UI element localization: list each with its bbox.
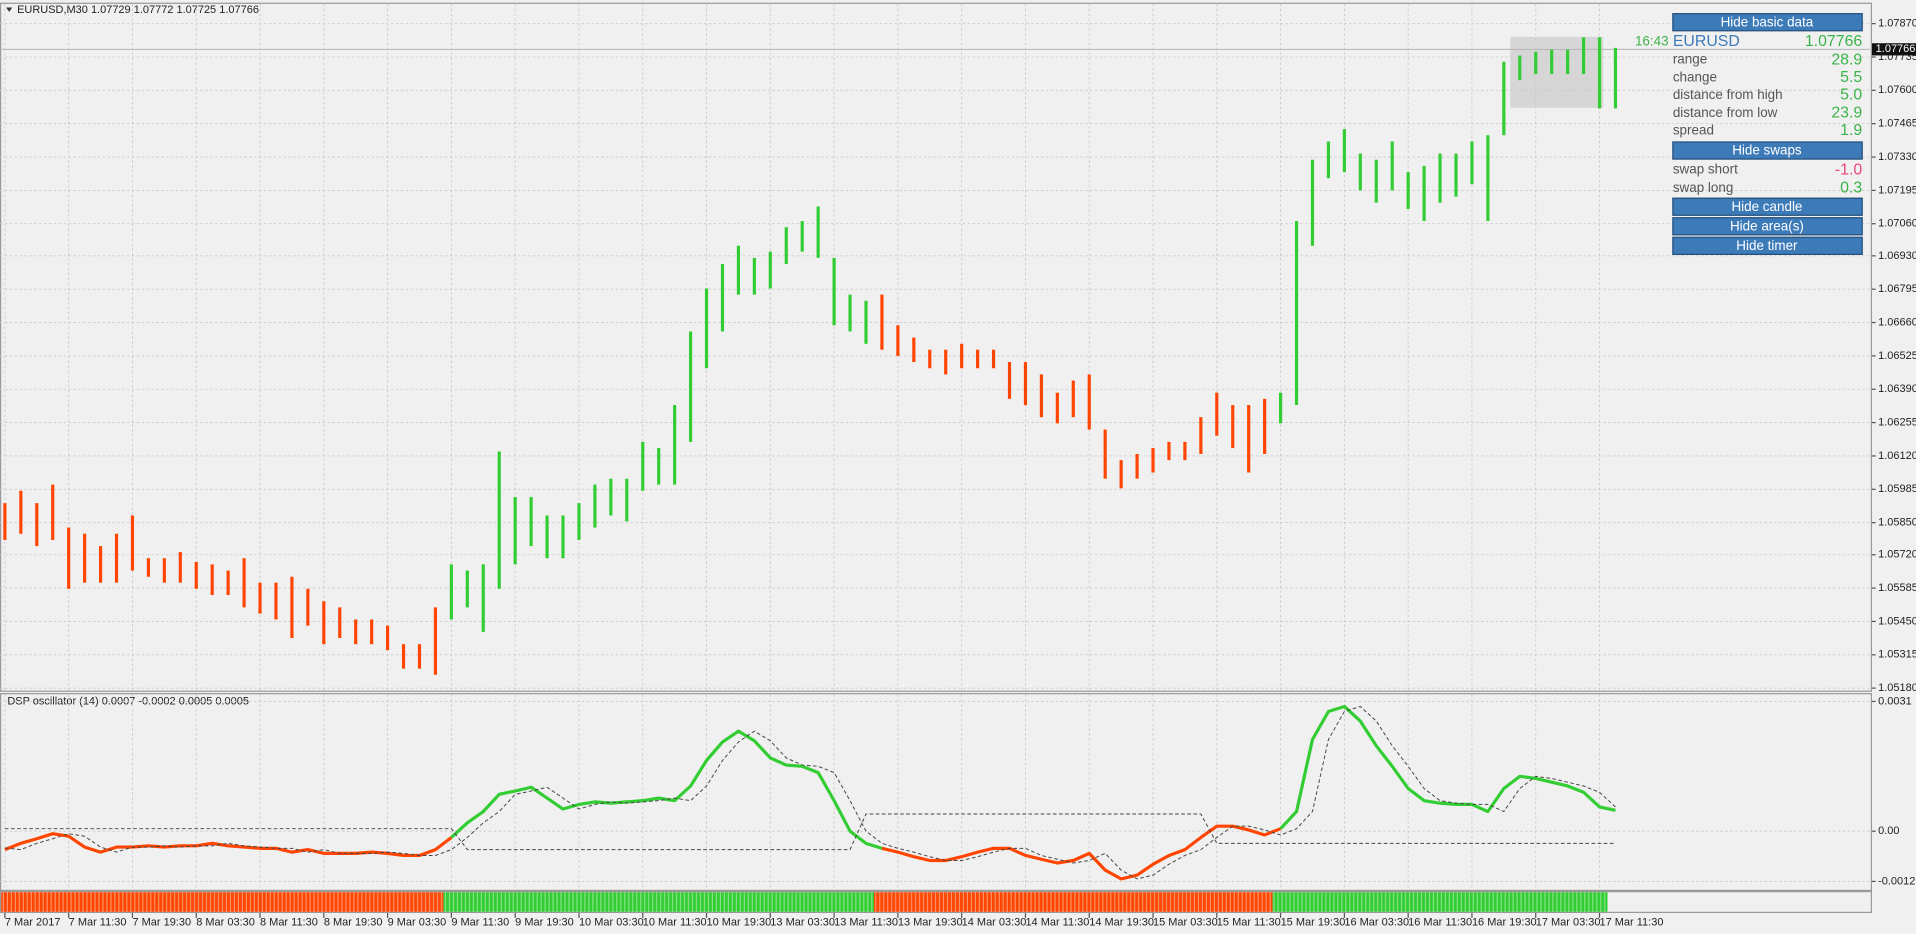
hide-basic-data-button[interactable]: Hide basic data	[1672, 13, 1863, 32]
y-tick-label: 1.05180	[1878, 682, 1916, 694]
y-tick-label: 1.06390	[1878, 383, 1916, 395]
hide-candle-button[interactable]: Hide candle	[1672, 197, 1863, 216]
row-value: 5.5	[1840, 69, 1862, 86]
oscillator-line	[450, 729, 883, 850]
y-tick-label: 0.00	[1878, 825, 1899, 837]
price-header: EURUSD,M30 1.07729 1.07772 1.07725 1.077…	[17, 4, 259, 16]
x-tick-label: 16 Mar 03:30	[1344, 917, 1409, 929]
x-tick-label: 17 Mar 03:30	[1536, 917, 1601, 929]
row-value: 23.9	[1831, 104, 1862, 121]
strip-frame	[0, 891, 1873, 914]
last-price-label: 1.07766	[1876, 43, 1916, 55]
row-label: distance from high	[1673, 87, 1783, 102]
signal-line	[4, 813, 1616, 851]
x-tick-label: 14 Mar 03:30	[962, 917, 1027, 929]
y-tick-label: 1.05985	[1878, 483, 1916, 495]
x-tick-label: 9 Mar 03:30	[388, 917, 447, 929]
x-tick-label: 10 Mar 19:30	[707, 917, 772, 929]
x-tick-label: 16 Mar 11:30	[1408, 917, 1472, 929]
row-value: 5.0	[1840, 87, 1862, 104]
row-label: distance from low	[1673, 105, 1778, 120]
oscillator-line	[881, 824, 1282, 881]
y-tick-label: 1.07330	[1878, 151, 1916, 163]
button-label[interactable]: Hide basic data	[1721, 14, 1814, 29]
y-tick-label: 1.06525	[1878, 350, 1916, 362]
price-panel-frame	[0, 2, 1873, 692]
y-tick-label: 1.07465	[1878, 118, 1916, 130]
swap-value: -1.0	[1835, 161, 1863, 178]
hide-timer-button[interactable]: Hide timer	[1672, 236, 1863, 255]
y-tick-label: 1.06255	[1878, 416, 1916, 428]
row-label: change	[1673, 69, 1717, 84]
x-tick-label: 14 Mar 19:30	[1089, 917, 1154, 929]
bar-timer: 16:43	[1635, 33, 1669, 48]
y-tick-label: 1.05850	[1878, 517, 1916, 529]
y-tick-label: 1.05720	[1878, 549, 1916, 561]
x-tick-label: 7 Mar 2017	[5, 917, 61, 929]
symbol-price: 1.07766	[1805, 33, 1863, 50]
swap-label: swap long	[1673, 180, 1734, 195]
x-tick-label: 7 Mar 19:30	[132, 917, 191, 929]
collapse-arrow[interactable]	[6, 7, 13, 12]
info-panel: Hide basic data EURUSD 1.07766 range 28.…	[1672, 13, 1863, 255]
y-tick-label: 1.05315	[1878, 649, 1916, 661]
signal-line	[4, 705, 1616, 880]
session-area	[1510, 36, 1604, 108]
x-tick-label: 9 Mar 11:30	[451, 917, 509, 929]
button-label[interactable]: Hide candle	[1731, 199, 1802, 214]
x-tick-label: 7 Mar 11:30	[69, 917, 127, 929]
x-tick-label: 15 Mar 03:30	[1153, 917, 1218, 929]
x-tick-label: 17 Mar 11:30	[1600, 917, 1664, 929]
x-tick-label: 13 Mar 11:30	[834, 917, 898, 929]
x-tick-label: 16 Mar 19:30	[1472, 917, 1537, 929]
y-tick-label: 1.05585	[1878, 582, 1916, 594]
row-label: range	[1673, 52, 1707, 67]
y-tick-label: 1.05450	[1878, 615, 1916, 627]
x-tick-label: 10 Mar 11:30	[643, 917, 707, 929]
oscillator-panel-frame	[0, 693, 1873, 892]
last-price-tag	[1872, 43, 1916, 56]
hide-swaps-button[interactable]: Hide swaps	[1672, 141, 1863, 160]
row-label: spread	[1673, 123, 1714, 138]
strip-texture	[1, 892, 1608, 912]
swap-label: swap short	[1673, 162, 1738, 177]
row-value: 1.9	[1840, 122, 1862, 139]
button-label[interactable]: Hide area(s)	[1730, 218, 1804, 233]
y-tick-label: 0.0031	[1878, 695, 1912, 707]
x-tick-label: 13 Mar 03:30	[770, 917, 835, 929]
x-tick-label: 14 Mar 11:30	[1025, 917, 1089, 929]
y-tick-label: 1.07195	[1878, 184, 1916, 196]
x-tick-label: 8 Mar 03:30	[196, 917, 255, 929]
y-tick-label: 1.06930	[1878, 250, 1916, 262]
x-tick-label: 13 Mar 19:30	[898, 917, 963, 929]
symbol: EURUSD	[1673, 33, 1740, 50]
x-tick-label: 8 Mar 19:30	[324, 917, 383, 929]
oscillator-line	[1279, 704, 1616, 830]
y-tick-label: 1.06120	[1878, 450, 1916, 462]
x-tick-label: 8 Mar 11:30	[260, 917, 318, 929]
swap-value: 0.3	[1840, 180, 1862, 197]
button-label[interactable]: Hide timer	[1736, 238, 1798, 253]
y-tick-label: 1.07600	[1878, 84, 1916, 96]
y-tick-label: -0.0012	[1878, 875, 1915, 887]
y-tick-label: 1.07870	[1878, 18, 1916, 30]
y-tick-label: 1.06660	[1878, 316, 1916, 328]
hide-areas-button[interactable]: Hide area(s)	[1672, 217, 1863, 236]
x-tick-label: 10 Mar 03:30	[579, 917, 644, 929]
y-tick-label: 1.07060	[1878, 218, 1916, 230]
y-tick-label: 1.06795	[1878, 283, 1916, 295]
x-tick-label: 15 Mar 19:30	[1281, 917, 1346, 929]
x-tick-label: 9 Mar 19:30	[515, 917, 574, 929]
button-label[interactable]: Hide swaps	[1732, 143, 1802, 158]
row-value: 28.9	[1831, 51, 1862, 68]
x-tick-label: 15 Mar 11:30	[1217, 917, 1281, 929]
